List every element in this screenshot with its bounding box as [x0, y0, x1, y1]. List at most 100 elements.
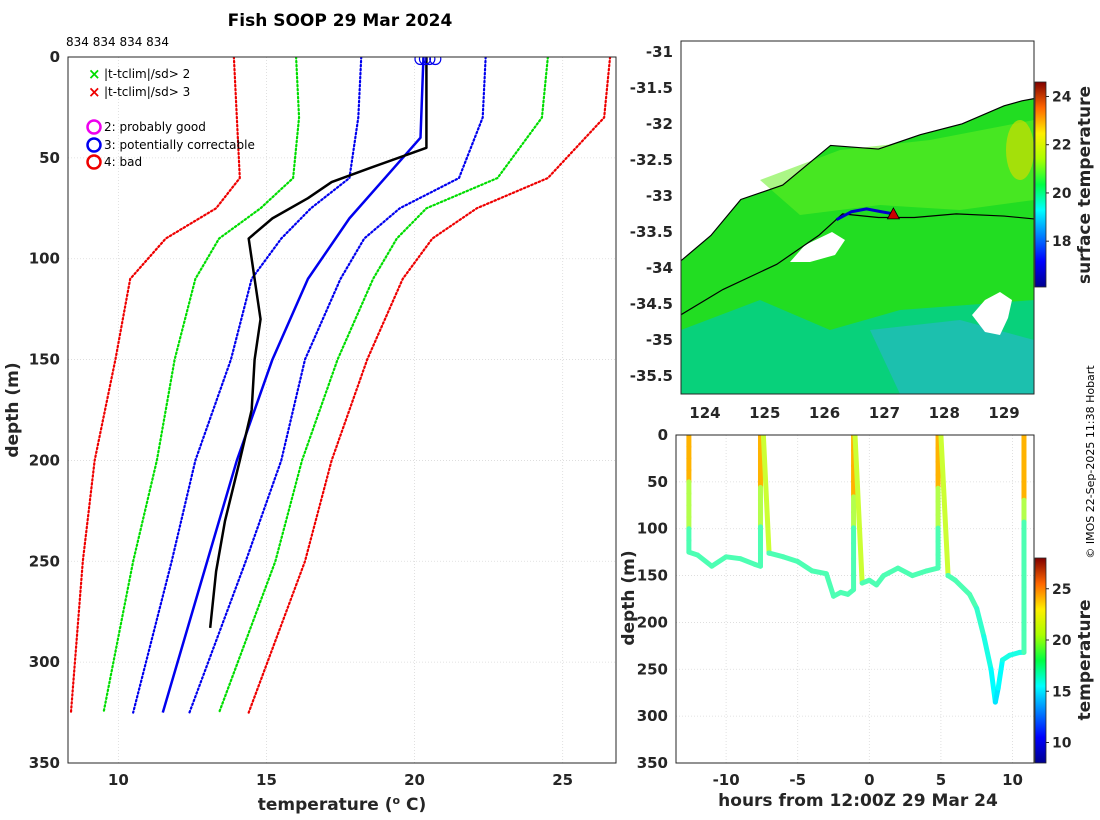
cloud-mask-2	[972, 292, 1012, 335]
map-field	[681, 98, 1034, 394]
track-segment	[737, 556, 758, 567]
map-x-tick-label: 128	[929, 404, 960, 422]
colorbar-tick-label: 22	[1052, 138, 1071, 154]
y-tick-label: 250	[29, 552, 60, 570]
colorbar-tick-label: 20	[1052, 186, 1072, 202]
sst-colorbar-ticks: 18 20 22 24	[1046, 89, 1072, 250]
time-x-tick-label: 5	[936, 771, 946, 789]
red-x-marker-icon: ×	[88, 83, 101, 101]
legend-item-red-x: × |t-tclim|/sd> 3	[88, 83, 190, 101]
map-y-tick-label: -31	[646, 43, 673, 61]
time-depth-grid	[676, 434, 1034, 764]
temperature-colorbar-ticks: 10 15 20 25	[1046, 582, 1072, 752]
track-segment	[974, 605, 987, 639]
ship-position-icon	[886, 207, 901, 220]
time-depth-axes-box	[675, 434, 1035, 764]
map-ticks: 124 125 126 127 128 129 -31 -31.5 -32 -32.5 -33 -33…	[630, 43, 1020, 422]
temperature-colorbar	[1034, 557, 1047, 764]
green-x-marker-icon: ×	[88, 65, 101, 83]
map-y-tick-label: -35	[646, 331, 673, 349]
profile-plot-area	[68, 57, 616, 763]
y-tick-label: 300	[29, 653, 60, 671]
profile-line	[208, 57, 428, 628]
map-panel: 124 125 126 127 128 129 -31 -31.5 -32 -32.5 -33 -33…	[630, 40, 1095, 422]
chart-title: Fish SOOP 29 Mar 2024	[228, 11, 453, 31]
time-depth-xlabel: hours from 12:00Z 29 Mar 24	[718, 791, 998, 811]
colorbar-tick-label: 24	[1052, 89, 1072, 105]
track-segment	[694, 552, 715, 569]
colorbar-tick-label: 10	[1052, 736, 1072, 752]
profile-xlabel: temperature (o C)	[258, 794, 427, 815]
legend-label: |t-tclim|/sd> 3	[104, 85, 190, 99]
colorbar-tick-label: 18	[1052, 234, 1071, 250]
blue-circle-icon	[86, 137, 102, 153]
temperature-colorbar-label: temperature	[1075, 599, 1095, 720]
red-circle-icon	[86, 154, 102, 170]
track-segment	[995, 657, 1005, 691]
time-y-tick-label: 150	[637, 567, 668, 585]
track-segment	[909, 568, 930, 579]
map-x-tick-label: 129	[988, 404, 1019, 422]
legend-label: |t-tclim|/sd> 2	[104, 67, 190, 81]
warm-shelf-region	[760, 120, 1034, 215]
map-y-tick-label: -32.5	[630, 151, 673, 169]
map-y-tick-label: -35.5	[630, 367, 673, 385]
time-x-tick-label: 10	[1002, 771, 1023, 789]
coastline	[681, 98, 1034, 262]
time-x-tick-label: -5	[789, 771, 806, 789]
legend-label: 4: bad	[104, 155, 142, 169]
map-x-tick-label: 127	[869, 404, 900, 422]
time-y-tick-label: 50	[647, 473, 668, 491]
map-x-tick-label: 126	[809, 404, 840, 422]
time-y-tick-label: 100	[637, 520, 668, 538]
legend-item-potentially-correctable: 3: potentially correctable	[86, 137, 255, 153]
map-axes-box	[680, 40, 1035, 395]
map-y-tick-label: -33.5	[630, 223, 673, 241]
time-y-tick-label: 200	[637, 613, 668, 631]
track-segment	[823, 571, 837, 599]
y-tick-label: 350	[29, 754, 60, 772]
profile-axes-box	[67, 56, 617, 764]
track-segment	[881, 565, 901, 579]
x-tick-label: 10	[108, 771, 129, 789]
legend-label: 3: potentially correctable	[104, 138, 255, 152]
colorbar-tick-label: 15	[1052, 684, 1071, 700]
profile-series	[69, 57, 612, 714]
time-x-tick-label: -10	[713, 771, 740, 789]
profile-line	[161, 57, 425, 713]
legend: × |t-tclim|/sd> 2 × |t-tclim|/sd> 3 2: p…	[86, 65, 255, 170]
track-segment	[852, 435, 865, 586]
time-y-tick-label: 250	[637, 660, 668, 678]
legend-item-bad: 4: bad	[86, 154, 142, 170]
map-y-tick-label: -34.5	[630, 295, 673, 313]
credit-text: © IMOS 22-Sep-2025 11:38 Hobart	[1084, 365, 1097, 559]
map-y-tick-label: -32	[646, 115, 673, 133]
profile-panel: Fish SOOP 29 Mar 2024 834 834 834 834 10…	[3, 11, 617, 815]
time-y-tick-label: 350	[637, 754, 668, 772]
map-y-tick-label: -31.5	[630, 79, 673, 97]
ship-track	[835, 207, 894, 221]
x-tick-label: 25	[552, 771, 573, 789]
time-depth-series	[686, 435, 1027, 705]
track-segment	[981, 633, 994, 672]
track-segment	[952, 577, 973, 597]
magenta-circle-icon	[86, 119, 102, 135]
track-segment	[760, 435, 772, 556]
colorbar-tick-label: 25	[1052, 582, 1071, 598]
time-depth-ylabel: depth (m)	[619, 550, 639, 645]
x-tick-label: 20	[404, 771, 425, 789]
profile-ylabel: depth (m)	[3, 362, 23, 457]
profile-line	[217, 57, 549, 714]
map-x-tick-label: 124	[689, 404, 720, 422]
y-tick-label: 0	[50, 48, 60, 66]
map-y-tick-label: -33	[646, 187, 673, 205]
map-x-tick-label: 125	[749, 404, 780, 422]
time-x-tick-label: 0	[864, 771, 874, 789]
y-tick-label: 150	[29, 351, 60, 369]
colorbar-tick-label: 20	[1052, 633, 1072, 649]
cloud-mask-1	[790, 232, 845, 262]
